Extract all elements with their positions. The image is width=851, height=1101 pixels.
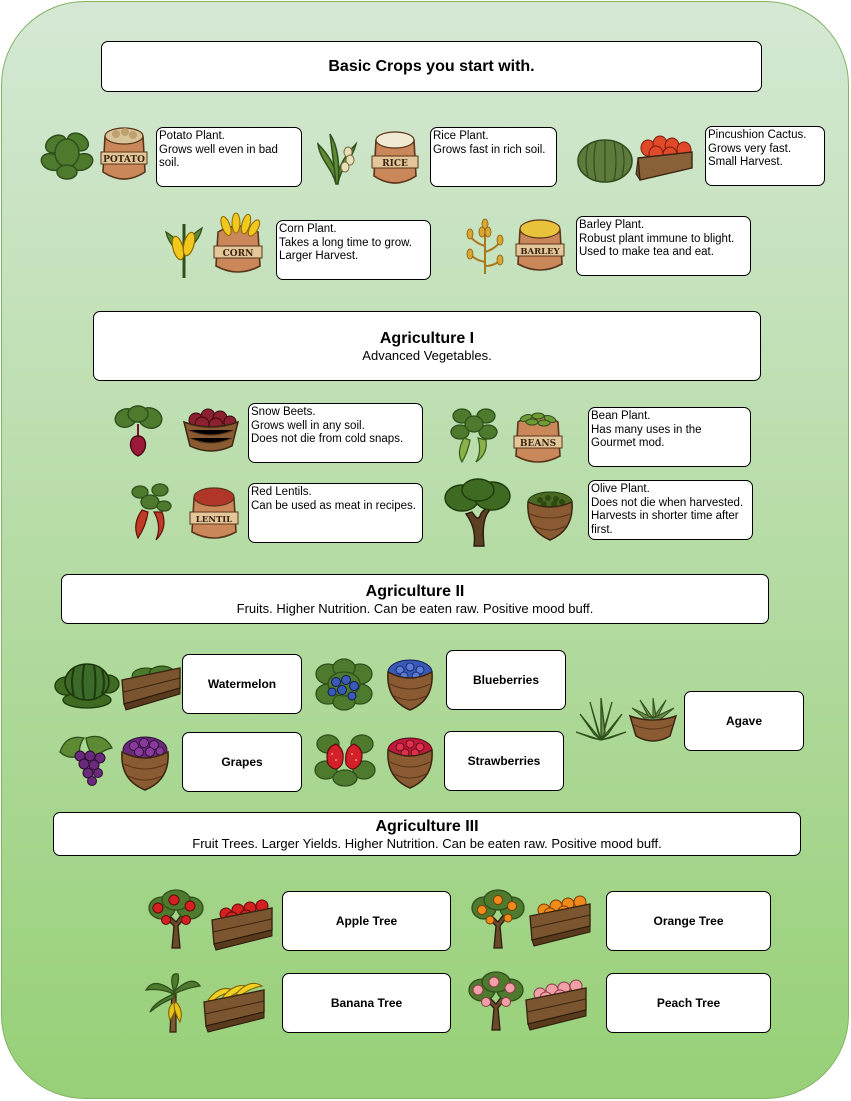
corn-sack-icon: CORN <box>208 212 268 276</box>
crop-card-beets: Snow Beets. Grows well in any soil. Does… <box>248 403 423 463</box>
potato-sack-icon: POTATO <box>95 122 153 184</box>
sack-label: BEANS <box>520 439 556 449</box>
crop-card-corn: Corn Plant. Takes a long time to grow. L… <box>276 220 431 280</box>
crop-description: Takes a long time to grow. <box>279 236 412 249</box>
crop-card-peach-tree: Peach Tree <box>606 973 771 1033</box>
crop-name: Olive Plant. <box>591 483 650 495</box>
crop-card-orange-tree: Orange Tree <box>606 891 771 951</box>
watermelon-plant-icon <box>54 656 120 710</box>
crop-name: Pincushion Cactus. <box>708 129 807 141</box>
olive-basket-icon <box>522 484 578 542</box>
header-basic-crops: Basic Crops you start with. <box>101 41 762 92</box>
watermelon-crate-icon <box>120 658 182 711</box>
crop-card-barley: Barley Plant. Robust plant immune to bli… <box>576 216 751 276</box>
crop-name: Bean Plant. <box>591 410 651 422</box>
crop-card-strawberries: Strawberries <box>444 731 564 791</box>
crop-card-banana-tree: Banana Tree <box>282 973 451 1033</box>
crop-description: Does not die when harvested. <box>591 496 744 509</box>
crop-card-beans: Bean Plant. Has many uses in the Gourmet… <box>588 407 751 467</box>
apple-crate-icon <box>210 896 274 951</box>
header-agriculture-1: Agriculture I Advanced Vegetables. <box>93 311 761 381</box>
grape-basket-icon <box>118 732 172 792</box>
olive-tree-icon <box>442 476 514 548</box>
section-title: Basic Crops you start with. <box>328 58 535 75</box>
agave-basket-icon <box>626 697 680 744</box>
section-title: Agriculture II <box>365 582 465 600</box>
sack-label: BARLEY <box>520 247 560 257</box>
orange-crate-icon <box>528 892 592 947</box>
agave-plant-icon <box>575 696 627 744</box>
crop-description: Grows well in any soil. <box>251 419 365 432</box>
crop-description: Does not die from cold snaps. <box>251 433 404 445</box>
crop-card-apple-tree: Apple Tree <box>282 891 451 951</box>
crop-description: Used to make tea and eat. <box>579 246 714 258</box>
crop-card-potato: Potato Plant. Grows well even in bad soi… <box>156 127 302 187</box>
banana-crate-icon <box>202 978 266 1033</box>
section-subtitle: Fruit Trees. Larger Yields. Higher Nutri… <box>192 835 662 851</box>
crop-description: Harvests in shorter time after first. <box>591 510 739 536</box>
header-agriculture-2: Agriculture II Fruits. Higher Nutrition.… <box>61 574 769 624</box>
crop-description: Has many uses in the Gourmet mod. <box>591 423 702 450</box>
beet-basket-icon <box>180 404 242 454</box>
crop-name: Snow Beets. <box>251 406 316 418</box>
lentil-plant-icon <box>128 480 174 542</box>
section-title: Agriculture III <box>375 817 479 835</box>
corn-plant-icon <box>162 218 206 280</box>
blueberry-bush-icon <box>314 656 376 712</box>
sack-label: CORN <box>223 249 254 259</box>
section-subtitle: Fruits. Higher Nutrition. Can be eaten r… <box>236 600 594 616</box>
crop-description: Grows fast in rich soil. <box>433 143 546 156</box>
section-subtitle: Advanced Vegetables. <box>362 347 492 363</box>
cactus-icon <box>576 138 634 184</box>
grape-vine-icon <box>56 732 116 790</box>
crop-name: Corn Plant. <box>279 223 337 235</box>
strawberry-basket-icon <box>382 732 438 790</box>
bean-sack-icon: BEANS <box>508 406 568 466</box>
bean-plant-icon <box>448 404 500 466</box>
crop-name: Red Lentils. <box>251 486 312 498</box>
crop-description: Small Harvest. <box>708 156 783 168</box>
sack-label: LENTIL <box>196 515 233 525</box>
crop-card-agave: Agave <box>684 691 804 751</box>
barley-plant-icon <box>462 216 508 276</box>
banana-tree-icon <box>144 972 202 1034</box>
crop-card-watermelon: Watermelon <box>182 654 302 714</box>
header-agriculture-3: Agriculture III Fruit Trees. Larger Yiel… <box>53 812 801 856</box>
barley-sack-icon: BARLEY <box>510 214 570 274</box>
crop-description: Can be used as meat in recipes. <box>251 499 416 512</box>
apple-tree-icon <box>146 888 206 950</box>
section-title: Agriculture I <box>379 329 475 347</box>
blueberry-basket-icon <box>382 654 438 712</box>
crop-description: Robust plant immune to blight. <box>579 232 735 245</box>
rice-sack-icon: RICE <box>366 126 424 188</box>
crop-card-olive: Olive Plant. Does not die when harvested… <box>588 480 753 540</box>
potato-plant-icon <box>40 124 96 182</box>
peach-tree-icon <box>466 970 526 1032</box>
crop-name: Barley Plant. <box>579 219 645 231</box>
beet-plant-icon <box>110 404 170 460</box>
crop-description: Grows very fast. <box>708 142 792 155</box>
crop-name: Rice Plant. <box>433 130 489 142</box>
crop-description: Larger Harvest. <box>279 250 359 262</box>
crop-card-grapes: Grapes <box>182 732 302 792</box>
crop-card-lentils: Red Lentils. Can be used as meat in reci… <box>248 483 423 543</box>
cactus-fruit-crate-icon <box>634 130 696 184</box>
lentil-sack-icon: LENTIL <box>184 482 244 542</box>
sack-label: POTATO <box>103 155 145 165</box>
crop-name: Potato Plant. <box>159 130 225 142</box>
crop-description: Grows well even in bad soil. <box>159 143 278 170</box>
rice-plant-icon <box>314 130 360 186</box>
crop-card-cactus: Pincushion Cactus. Grows very fast. Smal… <box>705 126 825 186</box>
crop-card-rice: Rice Plant. Grows fast in rich soil. <box>430 127 557 187</box>
sack-label: RICE <box>382 159 408 169</box>
crop-card-blueberries: Blueberries <box>446 650 566 710</box>
orange-tree-icon <box>470 888 526 950</box>
peach-crate-icon <box>524 976 588 1031</box>
strawberry-plant-icon <box>314 730 376 788</box>
